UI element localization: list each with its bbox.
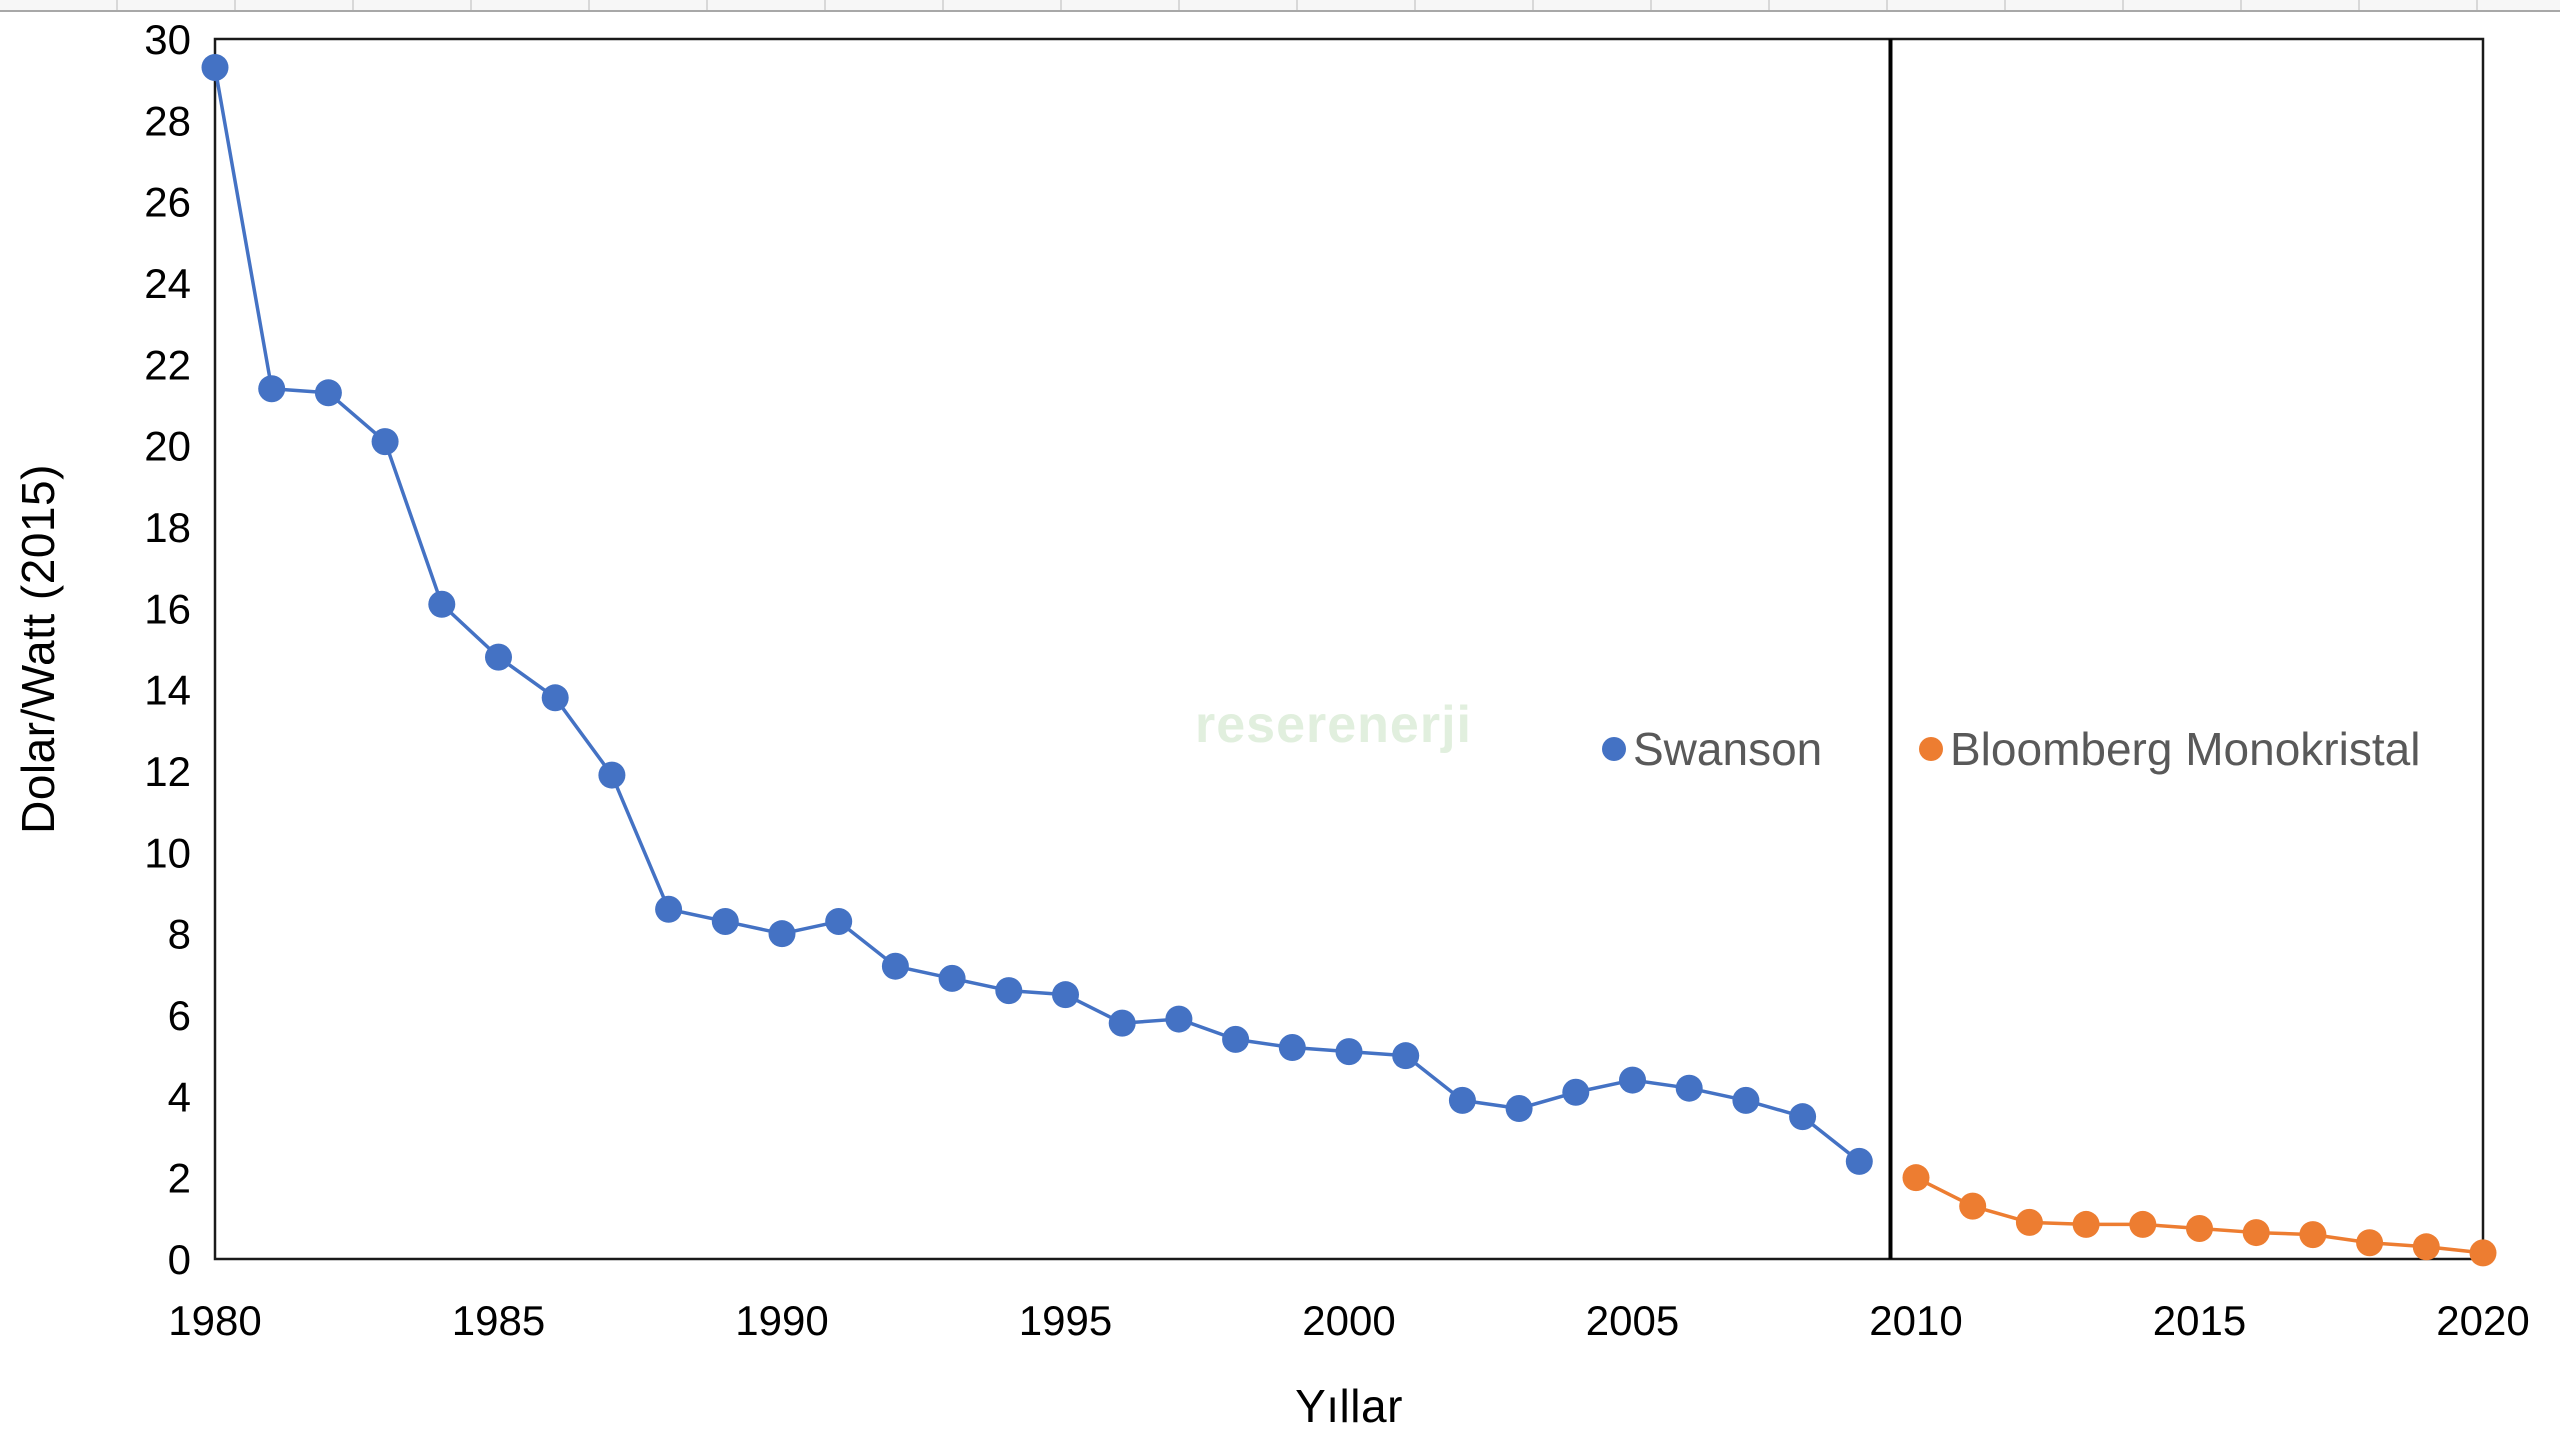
x-tick-label: 1980	[168, 1297, 261, 1344]
x-tick-label: 1985	[452, 1297, 545, 1344]
x-tick-label: 1995	[1019, 1297, 1112, 1344]
y-tick-label: 18	[144, 504, 191, 551]
y-tick-label: 24	[144, 260, 191, 307]
data-point-swanson	[1505, 1095, 1533, 1123]
y-tick-label: 16	[144, 585, 191, 632]
data-point-swanson	[1789, 1103, 1817, 1131]
x-axis-title: Yıllar	[1295, 1380, 1403, 1432]
data-point-swanson	[371, 428, 399, 456]
y-tick-label: 8	[168, 911, 191, 958]
y-tick-label: 4	[168, 1073, 191, 1120]
data-point-swanson	[1165, 1005, 1193, 1033]
legend-item-bloomberg: Bloomberg Monokristal	[1919, 722, 2420, 776]
data-point-swanson	[598, 761, 626, 789]
legend-item-swanson: Swanson	[1602, 722, 1822, 776]
y-tick-label: 28	[144, 97, 191, 144]
data-point-swanson	[1675, 1074, 1703, 1102]
data-point-swanson	[1052, 981, 1079, 1009]
data-point-swanson	[1448, 1086, 1476, 1114]
x-tick-label: 1990	[735, 1297, 828, 1344]
data-point-swanson	[258, 375, 286, 403]
data-point-swanson	[541, 684, 569, 712]
legend-label-bloomberg: Bloomberg Monokristal	[1950, 723, 2421, 775]
data-point-swanson	[1278, 1034, 1306, 1062]
x-tick-label: 2010	[1869, 1297, 1962, 1344]
y-tick-label: 10	[144, 829, 191, 876]
data-point-bloomberg-monokristal	[2469, 1239, 2497, 1267]
y-tick-label: 30	[144, 16, 191, 63]
plot-border	[213, 37, 2485, 1261]
data-point-bloomberg-monokristal	[2072, 1210, 2100, 1238]
y-tick-label: 20	[144, 423, 191, 470]
data-point-swanson	[1392, 1042, 1420, 1070]
y-axis-title: Dolar/Watt (2015)	[12, 464, 64, 834]
data-point-bloomberg-monokristal	[1902, 1164, 1930, 1192]
y-tick-label: 14	[144, 667, 191, 714]
legend-label-swanson: Swanson	[1633, 723, 1823, 775]
data-point-swanson	[1335, 1038, 1363, 1066]
swanson-marker-icon	[1602, 737, 1626, 761]
x-tick-label: 2000	[1302, 1297, 1395, 1344]
data-point-swanson	[1562, 1078, 1590, 1106]
data-point-swanson	[768, 920, 796, 948]
data-point-swanson	[485, 643, 512, 671]
data-point-bloomberg-monokristal	[2242, 1219, 2270, 1247]
data-point-bloomberg-monokristal	[1959, 1192, 1987, 1220]
data-point-bloomberg-monokristal	[2186, 1215, 2213, 1242]
y-tick-label: 22	[144, 341, 191, 388]
data-point-swanson	[825, 907, 853, 935]
data-point-swanson	[1732, 1086, 1760, 1114]
y-tick-label: 12	[144, 748, 191, 795]
data-point-swanson	[314, 379, 342, 407]
data-point-swanson	[1222, 1025, 1250, 1053]
data-point-swanson	[711, 907, 739, 935]
data-point-swanson	[1845, 1147, 1873, 1175]
x-tick-label: 2015	[2153, 1297, 2246, 1344]
data-point-bloomberg-monokristal	[2412, 1233, 2440, 1261]
data-point-swanson	[938, 964, 966, 992]
y-tick-label: 26	[144, 179, 191, 226]
x-tick-label: 2020	[2436, 1297, 2529, 1344]
bloomberg-marker-icon	[1919, 737, 1943, 761]
data-point-swanson	[428, 590, 456, 618]
data-point-swanson	[201, 53, 229, 81]
spreadsheet-row-strip	[0, 0, 2560, 12]
data-point-bloomberg-monokristal	[2356, 1229, 2384, 1257]
series-line-swanson	[213, 67, 1861, 1163]
y-tick-label: 0	[168, 1236, 191, 1283]
y-tick-label: 2	[168, 1155, 191, 1202]
data-point-swanson	[655, 895, 683, 923]
data-point-swanson	[881, 952, 909, 980]
data-point-bloomberg-monokristal	[2015, 1208, 2043, 1236]
data-point-bloomberg-monokristal	[2299, 1221, 2327, 1249]
data-point-bloomberg-monokristal	[2129, 1210, 2157, 1238]
data-point-swanson	[1108, 1009, 1136, 1037]
y-tick-label: 6	[168, 992, 191, 1039]
data-point-swanson	[1619, 1066, 1646, 1094]
x-tick-label: 2005	[1586, 1297, 1679, 1344]
data-point-swanson	[995, 977, 1023, 1005]
